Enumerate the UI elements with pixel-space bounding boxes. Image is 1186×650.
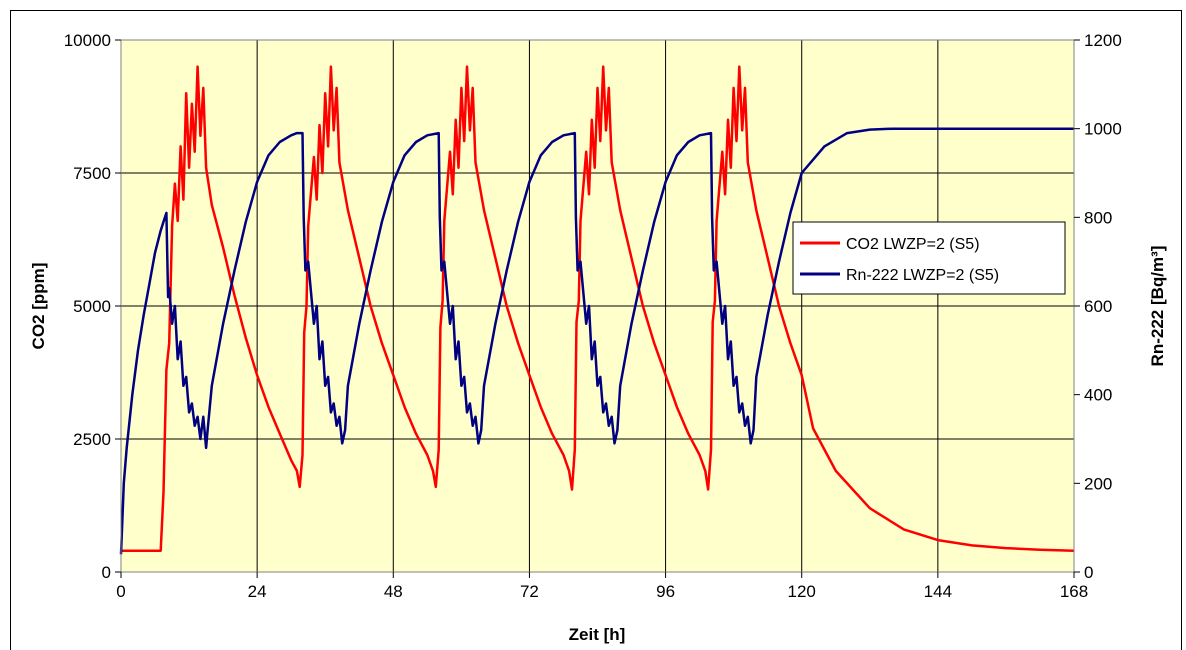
x-axis-label: Zeit [h] <box>569 625 626 644</box>
y-left-tick-label-10000: 10000 <box>64 31 111 50</box>
y-right-tick-label-200: 200 <box>1084 474 1112 493</box>
y-left-tick-label-5000: 5000 <box>73 297 111 316</box>
x-tick-label-96: 96 <box>656 582 675 601</box>
y-right-tick-label-400: 400 <box>1084 386 1112 405</box>
y-right-tick-label-1000: 1000 <box>1084 120 1122 139</box>
x-tick-label-144: 144 <box>924 582 952 601</box>
legend: CO2 LWZP=2 (S5) Rn-222 LWZP=2 (S5) <box>792 221 1066 295</box>
x-tick-label-48: 48 <box>384 582 403 601</box>
series-layer <box>119 65 1075 555</box>
x-axis-ticks: 0 24 48 72 96 120 144 168 <box>116 572 1088 601</box>
x-tick-label-0: 0 <box>116 582 125 601</box>
x-tick-label-72: 72 <box>520 582 539 601</box>
y-right-tick-label-600: 600 <box>1084 297 1112 316</box>
x-tick-label-168: 168 <box>1060 582 1088 601</box>
y-left-axis-ticks: 0 2500 5000 7500 10000 <box>64 31 121 582</box>
y-right-tick-label-0: 0 <box>1084 563 1093 582</box>
chart-frame <box>10 10 1182 650</box>
y-right-tick-label-1200: 1200 <box>1084 31 1122 50</box>
legend-box <box>792 221 1066 295</box>
series-line-rn222 <box>119 127 1074 555</box>
x-tick-label-24: 24 <box>248 582 267 601</box>
series-line-co2 <box>121 65 1075 552</box>
legend-label-rn222: Rn-222 LWZP=2 (S5) <box>846 267 999 284</box>
x-tick-label-120: 120 <box>788 582 816 601</box>
y-left-tick-label-0: 0 <box>102 563 111 582</box>
y-right-axis-label: Rn-222 [Bq/m³] <box>1148 246 1167 367</box>
y-left-tick-label-2500: 2500 <box>73 430 111 449</box>
y-right-tick-label-800: 800 <box>1084 208 1112 227</box>
y-left-tick-label-7500: 7500 <box>73 164 111 183</box>
y-right-axis-ticks: 0 200 400 600 800 1000 1200 <box>1074 31 1122 582</box>
legend-label-co2: CO2 LWZP=2 (S5) <box>846 236 980 253</box>
y-left-axis-label: CO2 [ppm] <box>29 263 48 350</box>
